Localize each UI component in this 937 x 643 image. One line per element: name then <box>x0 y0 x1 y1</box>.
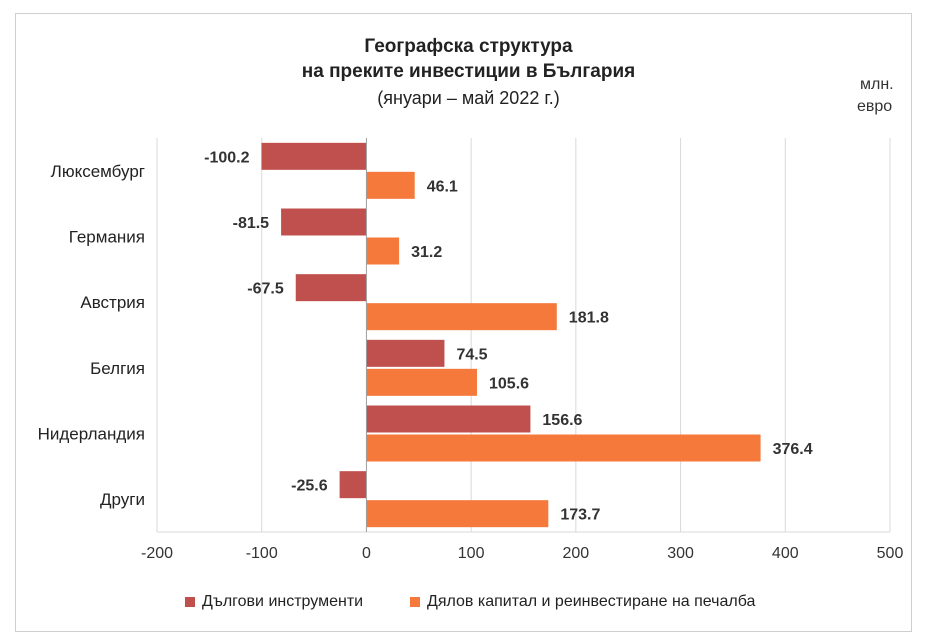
bar-debt <box>339 471 367 499</box>
category-label: Германия <box>69 228 145 247</box>
chart-title: Географска структура <box>364 36 573 57</box>
data-label: 74.5 <box>456 346 487 363</box>
x-tick-label: -200 <box>141 545 173 562</box>
bar-equity <box>366 171 415 199</box>
x-tick-label: -100 <box>246 545 278 562</box>
data-label: -81.5 <box>233 215 270 232</box>
bar-equity <box>366 368 478 396</box>
data-label: 376.4 <box>773 441 813 458</box>
legend-swatch-equity <box>410 597 420 607</box>
data-label: 156.6 <box>542 412 582 429</box>
x-tick-label: 500 <box>877 545 904 562</box>
category-label: Австрия <box>80 293 145 312</box>
bar-equity <box>366 500 549 528</box>
data-label: 173.7 <box>560 507 600 524</box>
x-tick-label: 400 <box>772 545 799 562</box>
data-label: -100.2 <box>204 149 249 166</box>
data-label: -25.6 <box>291 478 328 495</box>
bar-equity <box>366 434 761 462</box>
chart-title-line2: на преките инвестиции в България <box>301 61 636 82</box>
chart-subtitle: (януари – май 2022 г.) <box>377 88 560 108</box>
legend-label-equity: Дялов капитал и реинвестиране на печалба <box>427 593 756 610</box>
data-label: 31.2 <box>411 244 442 261</box>
legend-swatch-debt <box>185 597 195 607</box>
data-label: -67.5 <box>247 281 284 298</box>
bar-equity <box>366 303 557 331</box>
data-label: 181.8 <box>569 310 609 327</box>
x-tick-label: 0 <box>362 545 371 562</box>
unit-label-line2: евро <box>857 98 893 115</box>
category-label: Нидерландия <box>38 425 145 444</box>
legend-item-debt: Дългови инструменти <box>185 593 363 611</box>
category-label: Люксембург <box>51 162 145 181</box>
x-tick-label: 300 <box>667 545 694 562</box>
legend-item-equity: Дялов капитал и реинвестиране на печалба <box>410 593 755 611</box>
bar-debt <box>261 142 367 170</box>
bar-equity <box>366 237 400 265</box>
data-label: 46.1 <box>427 178 458 195</box>
data-label: 105.6 <box>489 375 529 392</box>
bar-debt <box>366 339 445 367</box>
legend-label-debt: Дългови инструменти <box>202 593 364 610</box>
bar-debt <box>281 208 367 236</box>
x-tick-label: 200 <box>563 545 590 562</box>
category-label: Други <box>100 490 145 509</box>
category-label: Белгия <box>90 359 145 378</box>
x-tick-label: 100 <box>458 545 485 562</box>
bar-debt <box>295 274 367 302</box>
chart-frame <box>15 13 912 632</box>
unit-label-line1: млн. <box>860 76 894 93</box>
bar-debt <box>366 405 531 433</box>
